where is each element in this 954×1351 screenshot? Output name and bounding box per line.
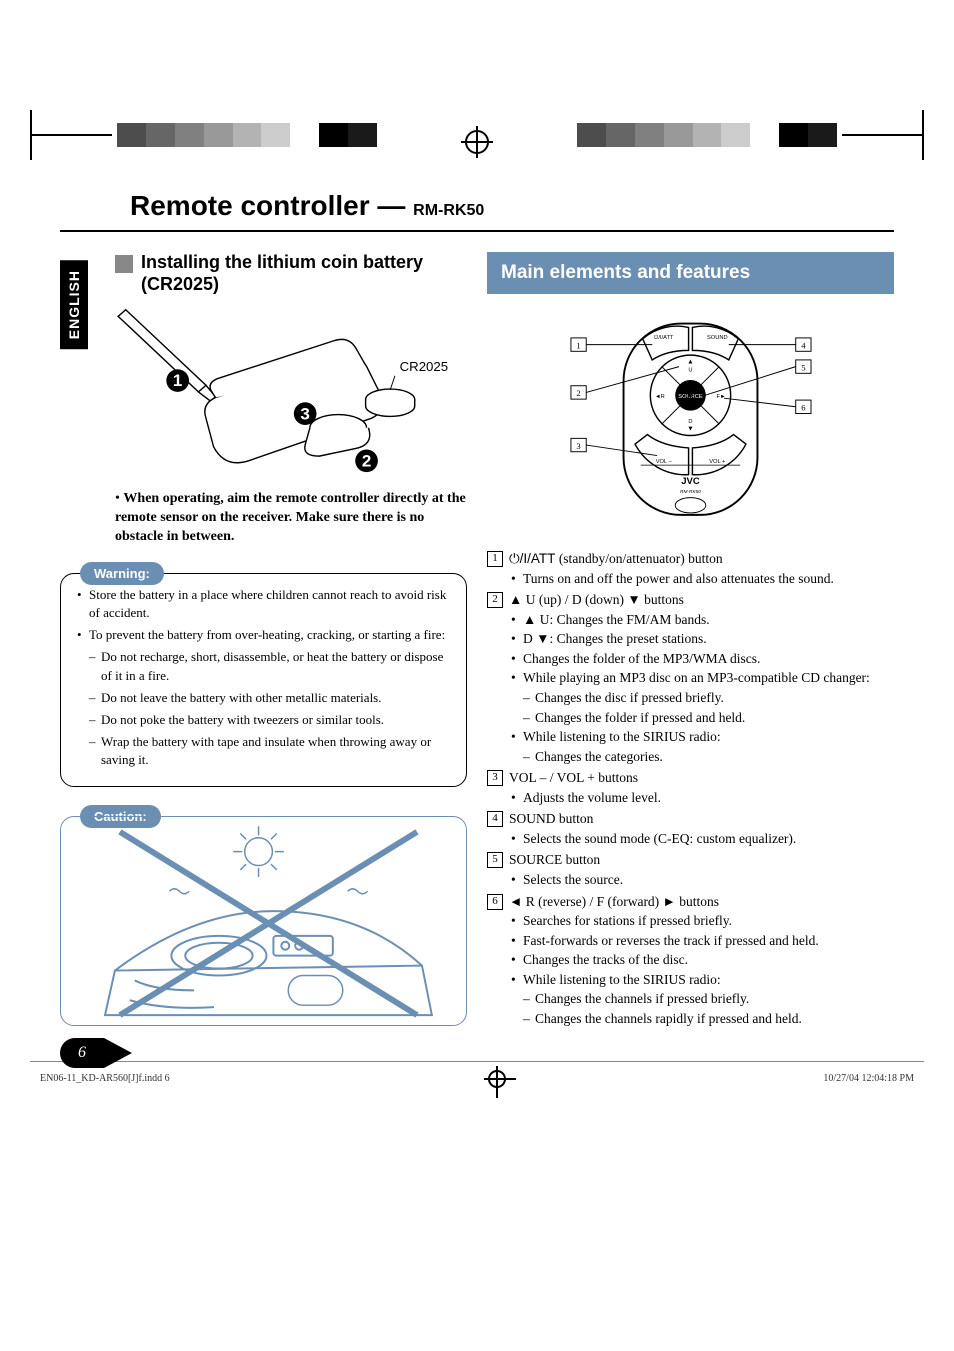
feature-head: ⏻/I/ATT (standby/on/attenuator) button — [509, 549, 894, 569]
warning-item: Store the battery in a place where child… — [75, 586, 452, 622]
feature-item: 4 SOUND buttonSelects the sound mode (C-E… — [487, 809, 894, 848]
feature-number: 3 — [487, 770, 503, 786]
feature-list: 1 ⏻/I/ATT (standby/on/attenuator) buttonT… — [487, 549, 894, 1029]
feature-head: ◄ R (reverse) / F (forward) ► buttons — [509, 892, 894, 912]
page-title: Remote controller — RM-RK50 — [130, 190, 894, 222]
svg-text:◄R: ◄R — [655, 394, 665, 400]
feature-bullet: While listening to the SIRIUS radio: — [509, 970, 894, 990]
svg-text:⏻/I/ATT: ⏻/I/ATT — [654, 334, 674, 341]
svg-text:▼: ▼ — [687, 426, 694, 433]
svg-text:4: 4 — [801, 340, 806, 350]
feature-bullet: Changes the tracks of the disc. — [509, 950, 894, 970]
caution-diagram — [60, 816, 467, 1026]
feature-bullet: Fast-forwards or reverses the track if p… — [509, 931, 894, 951]
feature-number: 5 — [487, 852, 503, 868]
title-rule — [60, 230, 894, 232]
feature-bullet: Selects the source. — [509, 870, 894, 890]
footer-filename: EN06-11_KD-AR560[J]f.indd 6 — [40, 1073, 170, 1084]
feature-number: 4 — [487, 811, 503, 827]
feature-bullet: D ▼: Changes the preset stations. — [509, 629, 894, 649]
feature-bullet: Searches for stations if pressed briefly… — [509, 911, 894, 931]
section-square-icon — [115, 255, 133, 273]
svg-text:SOUND: SOUND — [707, 335, 728, 341]
remote-diagram: ⏻/I/ATT SOUND SOURCE ▲ U ▼ D ◄R F► — [487, 314, 894, 534]
feature-bullet: Changes the categories. — [509, 747, 894, 767]
warning-box: Store the battery in a place where child… — [60, 573, 467, 787]
feature-bullet: ▲ U: Changes the FM/AM bands. — [509, 610, 894, 630]
feature-item: 5 SOURCE buttonSelects the source. — [487, 850, 894, 889]
footer-rule — [30, 1061, 924, 1062]
feature-head: ▲ U (up) / D (down) ▼ buttons — [509, 590, 894, 610]
feature-item: 3 VOL – / VOL + buttonsAdjusts the volume… — [487, 768, 894, 807]
feature-item: 6 ◄ R (reverse) / F (forward) ► buttonsSe… — [487, 892, 894, 1029]
svg-text:3: 3 — [576, 441, 580, 451]
svg-text:U: U — [688, 367, 692, 373]
feature-number: 2 — [487, 592, 503, 608]
feature-bullet: While listening to the SIRIUS radio: — [509, 727, 894, 747]
warning-item: To prevent the battery from over-heating… — [75, 626, 452, 644]
battery-install-diagram: CR2025 1 2 3 — [115, 305, 467, 475]
footer-timestamp: 10/27/04 12:04:18 PM — [823, 1073, 914, 1084]
svg-text:JVC: JVC — [681, 476, 700, 487]
footer: EN06-11_KD-AR560[J]f.indd 6 10/27/04 12:… — [40, 1070, 914, 1088]
svg-text:3: 3 — [300, 404, 309, 423]
page-number: 6 — [60, 1038, 104, 1068]
warning-item: Do not poke the battery with tweezers or… — [75, 711, 452, 729]
svg-text:VOL –: VOL – — [656, 459, 673, 465]
feature-item: 1 ⏻/I/ATT (standby/on/attenuator) buttonT… — [487, 549, 894, 588]
svg-text:2: 2 — [362, 452, 371, 471]
svg-text:▲: ▲ — [687, 359, 694, 366]
features-header: Main elements and features — [487, 252, 894, 294]
battery-label: CR2025 — [400, 359, 449, 374]
operating-note: • When operating, aim the remote control… — [115, 490, 467, 547]
feature-number: 1 — [487, 551, 503, 567]
feature-bullet: Changes the folder of the MP3/WMA discs. — [509, 649, 894, 669]
feature-bullet: Turns on and off the power and also atte… — [509, 569, 894, 589]
feature-item: 2 ▲ U (up) / D (down) ▼ buttons▲ U: Chang… — [487, 590, 894, 766]
feature-bullet: While playing an MP3 disc on an MP3-comp… — [509, 668, 894, 688]
svg-text:1: 1 — [576, 340, 580, 350]
warning-label: Warning: — [80, 562, 164, 585]
language-tab: ENGLISH — [60, 260, 88, 349]
svg-text:5: 5 — [801, 362, 805, 372]
feature-bullet: Changes the folder if pressed and held. — [509, 708, 894, 728]
footer-reg-mark-icon — [488, 1070, 506, 1088]
svg-text:F►: F► — [717, 394, 726, 400]
svg-text:RM-RK50: RM-RK50 — [680, 489, 701, 495]
svg-text:D: D — [688, 419, 692, 425]
svg-text:6: 6 — [801, 403, 806, 413]
feature-bullet: Changes the channels rapidly if pressed … — [509, 1009, 894, 1029]
warning-item: Do not leave the battery with other meta… — [75, 689, 452, 707]
feature-bullet: Changes the channels if pressed briefly. — [509, 989, 894, 1009]
install-heading: Installing the lithium coin battery (CR2… — [115, 252, 467, 295]
feature-bullet: Adjusts the volume level. — [509, 788, 894, 808]
svg-text:2: 2 — [576, 388, 580, 398]
svg-text:VOL +: VOL + — [709, 459, 726, 465]
svg-text:1: 1 — [173, 371, 182, 390]
warning-item: Wrap the battery with tape and insulate … — [75, 733, 452, 769]
feature-head: SOUND button — [509, 809, 894, 829]
feature-bullet: Selects the sound mode (C-EQ: custom equ… — [509, 829, 894, 849]
feature-number: 6 — [487, 894, 503, 910]
warning-item: Do not recharge, short, disassemble, or … — [75, 648, 452, 684]
feature-bullet: Changes the disc if pressed briefly. — [509, 688, 894, 708]
feature-head: VOL – / VOL + buttons — [509, 768, 894, 788]
feature-head: SOURCE button — [509, 850, 894, 870]
